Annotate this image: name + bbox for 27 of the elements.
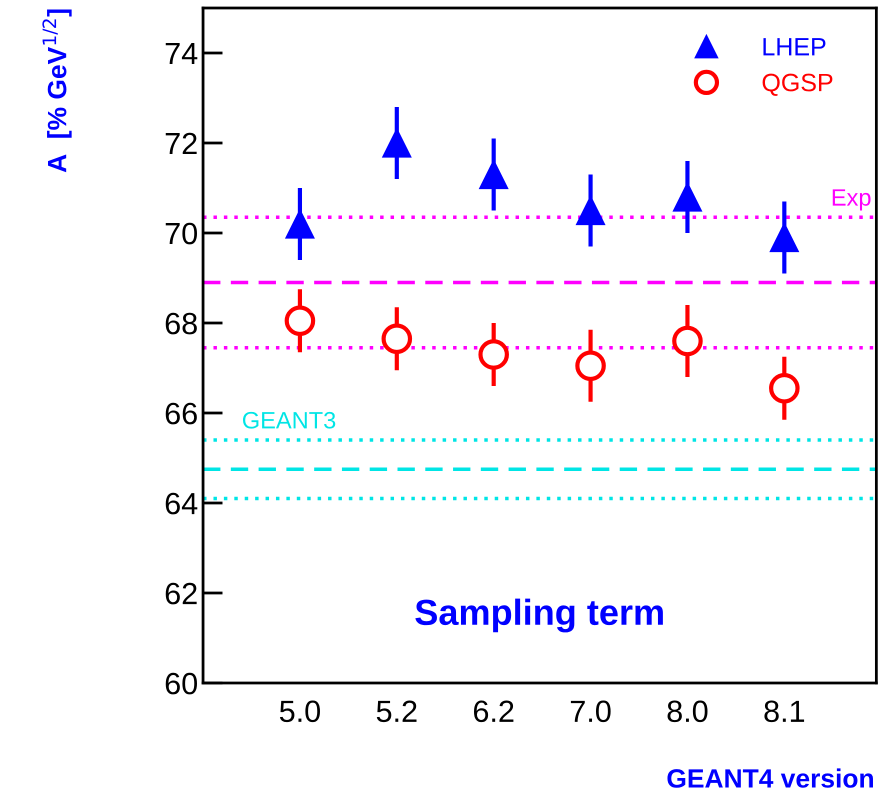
x-axis-title: GEANT4 version [667, 768, 873, 788]
point [575, 350, 606, 382]
point [672, 326, 703, 356]
y-tick-label: 70 [166, 222, 197, 244]
y-tick-label: 60 [166, 672, 197, 694]
y-tick-label: 64 [166, 492, 198, 514]
ref-line-label: Exp [832, 189, 871, 210]
legend-label: QGSP [762, 74, 832, 96]
y-axis-title: A [% GeV$^{1/2}$] [42, 9, 72, 172]
x-tick-label: 5.2 [376, 700, 417, 722]
y-tick-label: 72 [166, 132, 197, 154]
x-tick-label: 8.1 [764, 700, 804, 722]
point [284, 305, 316, 336]
text: Sampling term [415, 598, 663, 632]
y-tick-label: 62 [166, 582, 197, 604]
point [769, 372, 800, 404]
y-tick-label: 74 [166, 43, 198, 64]
legend-label: LHEP [763, 38, 826, 56]
y-tick-label: 66 [166, 402, 197, 424]
point [478, 339, 509, 370]
x-tick-label: 6.2 [474, 700, 514, 722]
x-tick-label: 5.0 [280, 700, 320, 722]
y-tick-label: 68 [166, 312, 197, 334]
x-tick-label: 8.0 [668, 700, 708, 722]
point [382, 323, 412, 354]
x-tick-label: 7.0 [570, 700, 611, 722]
ref-line-label: GEANT3 [242, 412, 336, 429]
